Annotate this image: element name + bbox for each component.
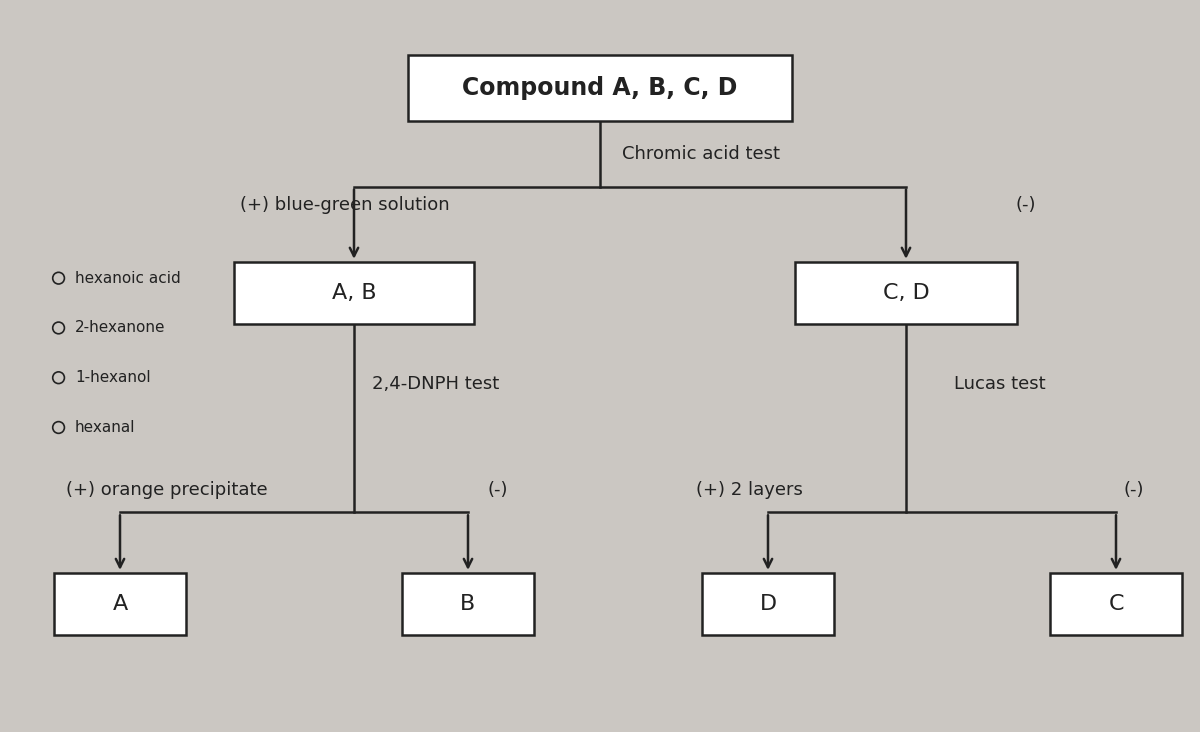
FancyBboxPatch shape [408, 55, 792, 121]
Text: (+) blue-green solution: (+) blue-green solution [240, 196, 450, 214]
Text: A: A [113, 594, 127, 614]
Text: (+) orange precipitate: (+) orange precipitate [66, 482, 268, 499]
Text: C, D: C, D [883, 283, 929, 303]
Text: Compound A, B, C, D: Compound A, B, C, D [462, 76, 738, 100]
FancyBboxPatch shape [796, 262, 1016, 324]
Text: hexanoic acid: hexanoic acid [74, 271, 181, 285]
FancyBboxPatch shape [54, 572, 186, 635]
FancyBboxPatch shape [1050, 572, 1182, 635]
Text: (+) 2 layers: (+) 2 layers [696, 482, 803, 499]
Text: A, B: A, B [331, 283, 377, 303]
FancyBboxPatch shape [702, 572, 834, 635]
Text: (-): (-) [1015, 196, 1037, 214]
Text: (-): (-) [1123, 482, 1145, 499]
Text: Chromic acid test: Chromic acid test [622, 145, 780, 163]
Text: hexanal: hexanal [74, 420, 136, 435]
FancyBboxPatch shape [402, 572, 534, 635]
FancyBboxPatch shape [234, 262, 474, 324]
Text: (-): (-) [487, 482, 509, 499]
Text: Lucas test: Lucas test [954, 376, 1045, 393]
Text: C: C [1109, 594, 1123, 614]
Text: B: B [461, 594, 475, 614]
Text: 2-hexanone: 2-hexanone [74, 321, 166, 335]
Text: 1-hexanol: 1-hexanol [74, 370, 150, 385]
Text: D: D [760, 594, 776, 614]
Text: 2,4-DNPH test: 2,4-DNPH test [372, 376, 499, 393]
